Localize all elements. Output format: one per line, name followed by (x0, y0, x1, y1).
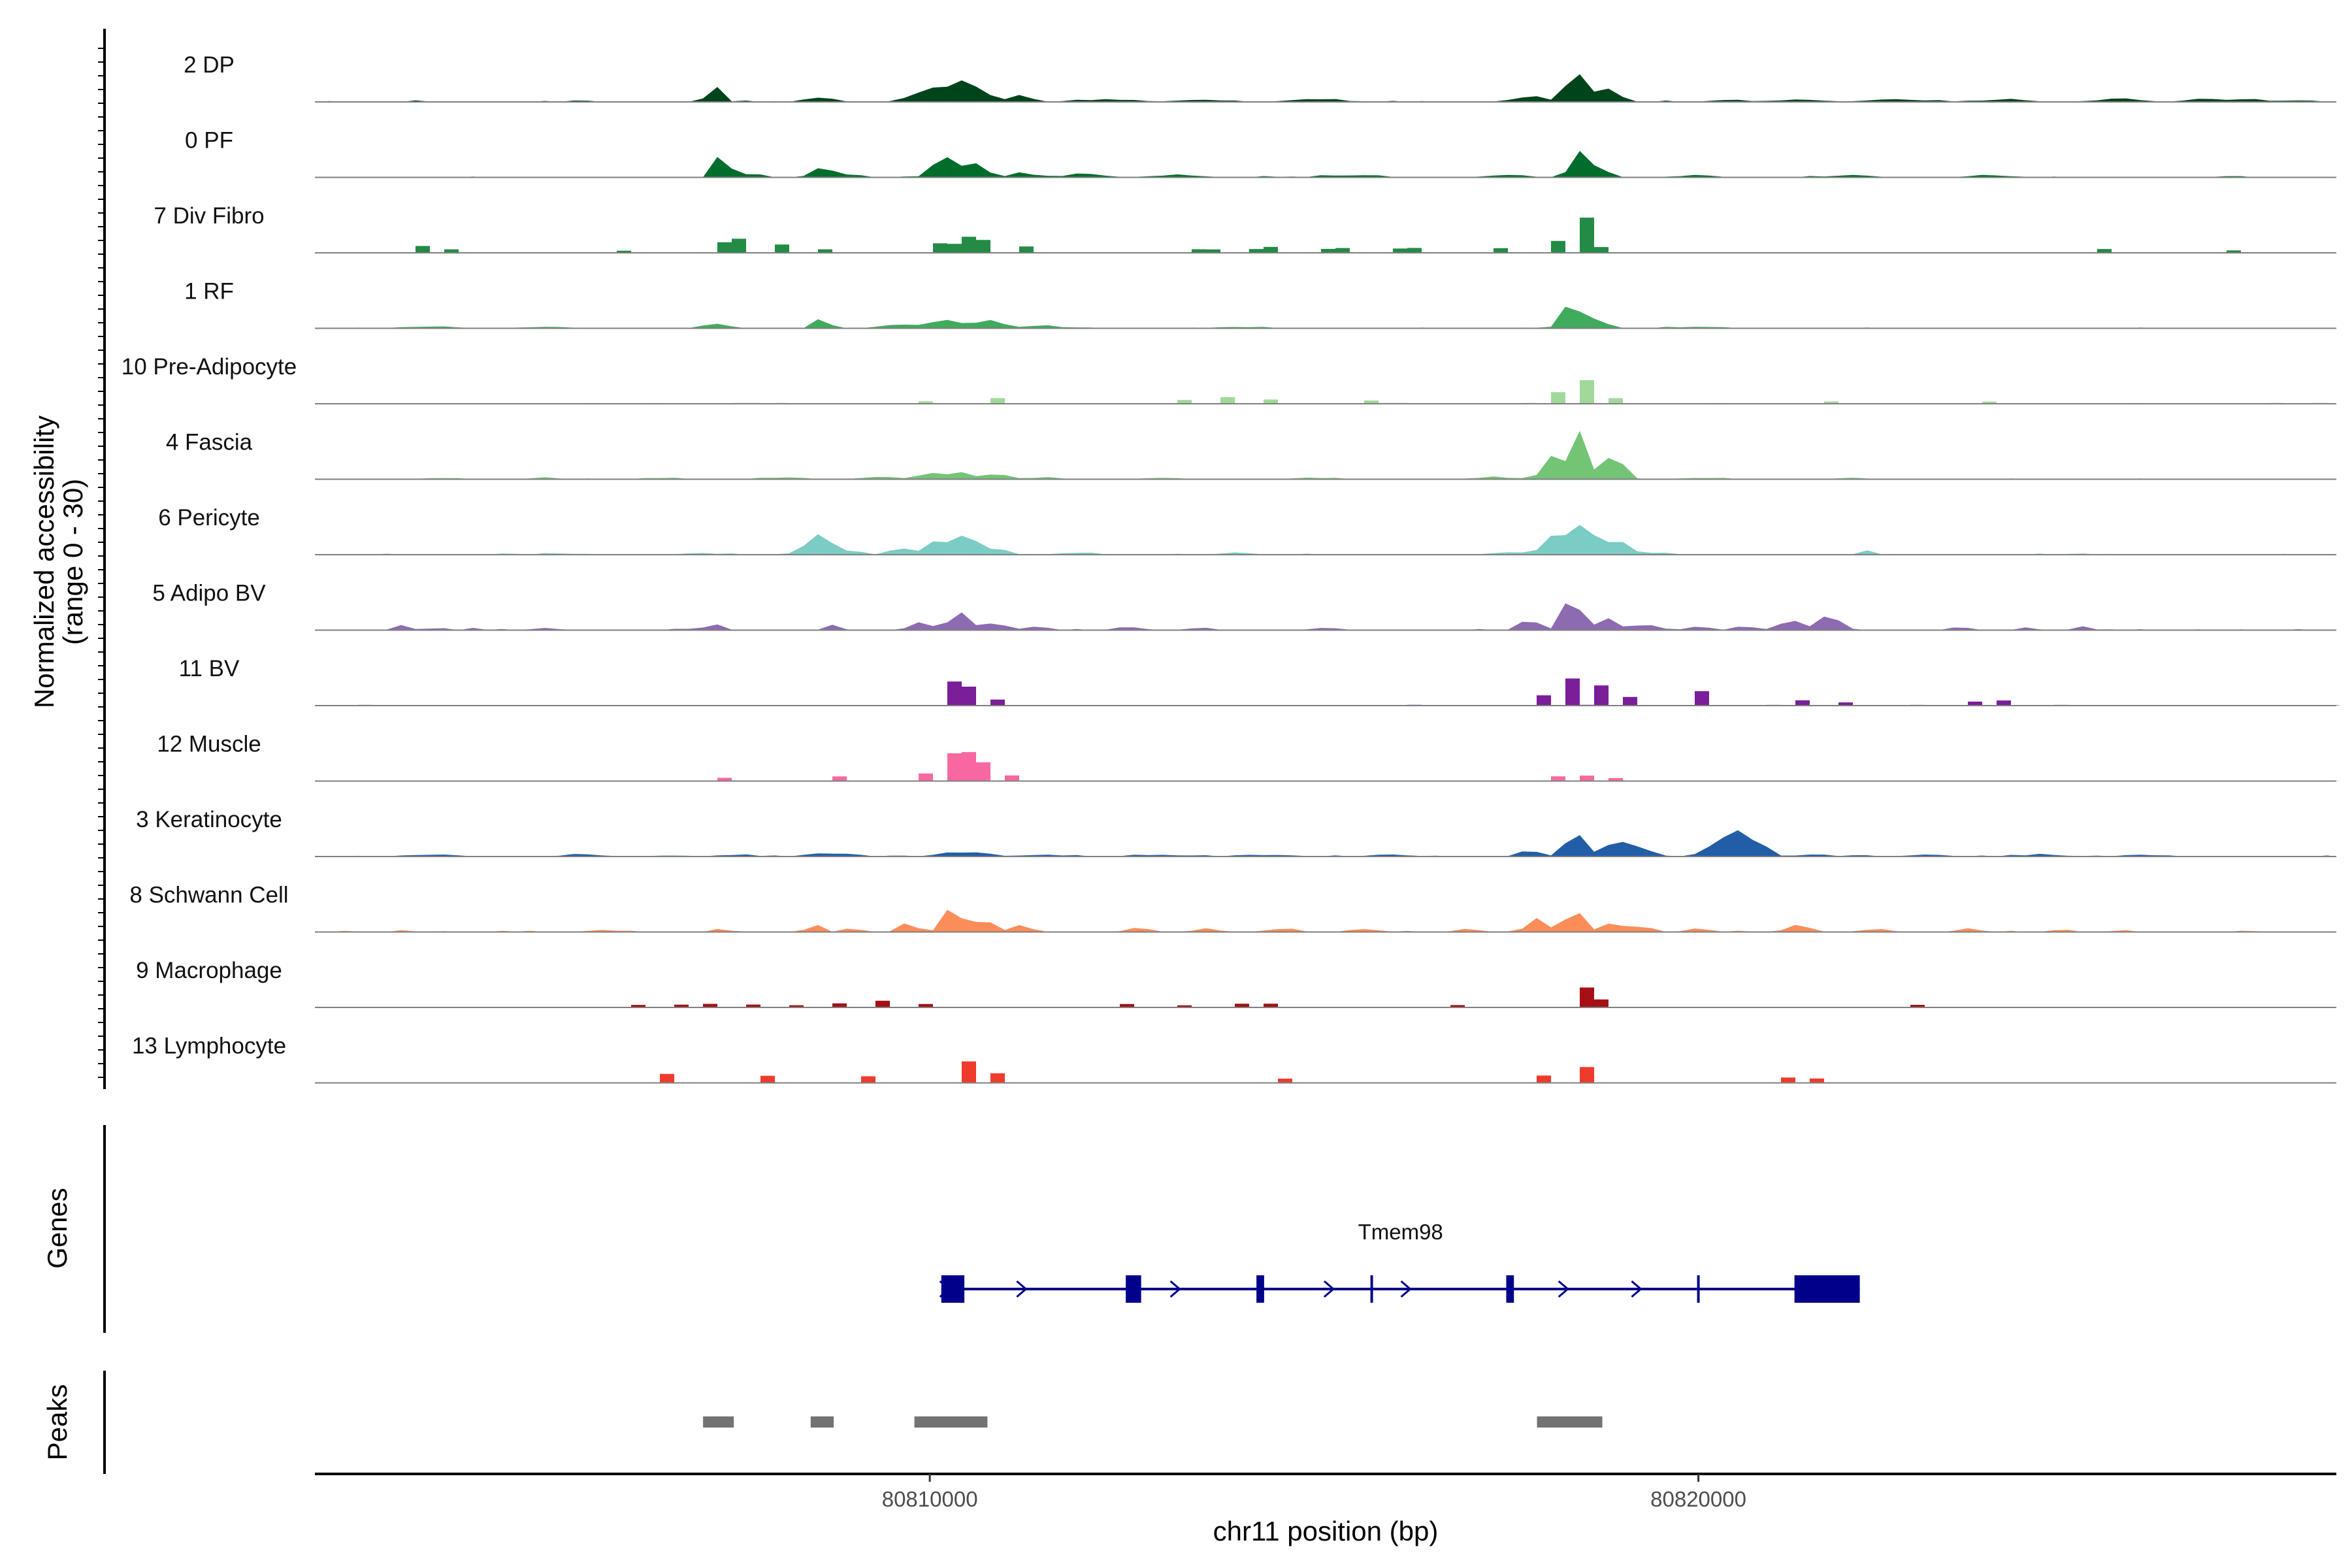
x-tick-label: 80820000 (1650, 1487, 1746, 1511)
peak-region (810, 1416, 834, 1428)
coverage-tracks: 2 DP 0 PF 7 Div Fibro 1 RF 10 Pre-Adipocyte 4… (122, 52, 2342, 1084)
track-coverage-area (315, 74, 2336, 102)
track-4: 1 RF (184, 279, 2336, 329)
gene-strand-arrow (1400, 1280, 1412, 1298)
gene-strand-arrow (1558, 1280, 1569, 1298)
gene-exon-thin (1697, 1275, 1700, 1303)
track-3: 7 Div Fibro (154, 203, 2342, 253)
track-5: 10 Pre-Adipocyte (122, 354, 2342, 404)
x-axis-title: chr11 position (bp) (1213, 1516, 1439, 1546)
peak-region (703, 1416, 734, 1428)
track-coverage-area (315, 306, 2336, 329)
gene-exon (1126, 1275, 1141, 1303)
peak-region (1537, 1416, 1603, 1428)
track-label: 9 Macrophage (136, 958, 282, 983)
track-coverage-area (315, 678, 2342, 706)
track-coverage-area (315, 380, 2342, 404)
gene-annotation-track: Tmem98 (939, 1220, 1860, 1303)
track-coverage-area (315, 151, 2336, 178)
track-label: 4 Fascia (166, 430, 253, 455)
genes-panel-label: Genes (42, 1188, 73, 1269)
track-coverage-area (315, 603, 2336, 630)
track-label: 13 Lymphocyte (132, 1034, 286, 1059)
track-label: 5 Adipo BV (152, 581, 266, 606)
track-7: 6 Pericyte (158, 505, 2336, 555)
track-coverage-area (315, 1061, 2342, 1083)
track-9: 11 BV (179, 656, 2342, 706)
track-8: 5 Adipo BV (152, 581, 2336, 631)
track-coverage-area (315, 431, 2336, 480)
track-12: 8 Schwann Cell (129, 883, 2336, 933)
gene-exon-thin (1370, 1275, 1373, 1303)
track-label: 12 Muscle (157, 732, 261, 757)
peak-region (914, 1416, 988, 1428)
gene-strand-arrow (1169, 1280, 1181, 1298)
track-coverage-area (315, 909, 2336, 932)
y-axis-title-line2: (range 0 - 30) (57, 479, 88, 645)
track-coverage-area (315, 525, 2336, 555)
peaks-panel-label: Peaks (42, 1384, 73, 1461)
coverage-y-axis (98, 29, 106, 1089)
track-14: 13 Lymphocyte (132, 1034, 2342, 1084)
track-label: 1 RF (184, 279, 234, 304)
track-6: 4 Fascia (166, 430, 2336, 480)
peaks-track (703, 1416, 1603, 1428)
track-coverage-area (315, 752, 2342, 781)
track-label: 3 Keratinocyte (136, 807, 282, 832)
gene-exon (1506, 1275, 1514, 1303)
track-coverage-area (315, 987, 2342, 1007)
x-tick-label: 80810000 (882, 1487, 978, 1511)
track-label: 6 Pericyte (158, 505, 260, 531)
track-label: 0 PF (185, 128, 233, 154)
gene-name-label: Tmem98 (1358, 1220, 1443, 1244)
track-11: 3 Keratinocyte (136, 807, 2336, 857)
track-13: 9 Macrophage (136, 958, 2342, 1008)
track-label: 2 DP (184, 52, 235, 78)
track-coverage-area (315, 830, 2336, 857)
track-1: 2 DP (184, 52, 2336, 103)
gene-strand-arrow (1016, 1280, 1028, 1298)
gene-exon (1794, 1275, 1860, 1303)
track-label: 8 Schwann Cell (129, 883, 288, 908)
gene-exon (941, 1275, 965, 1303)
gene-strand-arrow (1323, 1280, 1335, 1298)
track-2: 0 PF (185, 128, 2336, 178)
track-coverage-area (315, 218, 2342, 253)
track-label: 11 BV (179, 656, 240, 681)
x-axis-ticks: 80810000 80820000 (882, 1474, 1746, 1511)
gene-strand-arrow (1631, 1280, 1642, 1298)
y-axis-title-line1: Normalized accessibility (29, 416, 59, 708)
track-label: 7 Div Fibro (154, 203, 264, 229)
track-10: 12 Muscle (157, 732, 2342, 782)
track-label: 10 Pre-Adipocyte (122, 354, 297, 380)
gene-exon (1256, 1275, 1264, 1303)
